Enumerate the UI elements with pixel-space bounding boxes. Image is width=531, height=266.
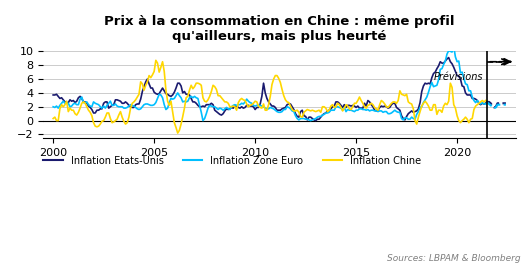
Legend: Inflation Etats-Unis, Inflation Zone Euro, Inflation Chine: Inflation Etats-Unis, Inflation Zone Eur… — [40, 152, 425, 169]
Text: Prévisions: Prévisions — [434, 72, 483, 82]
Title: Prix à la consommation en Chine : même profil
qu'ailleurs, mais plus heurté: Prix à la consommation en Chine : même p… — [104, 15, 455, 43]
Text: Sources: LBPAM & Bloomberg: Sources: LBPAM & Bloomberg — [387, 254, 520, 263]
